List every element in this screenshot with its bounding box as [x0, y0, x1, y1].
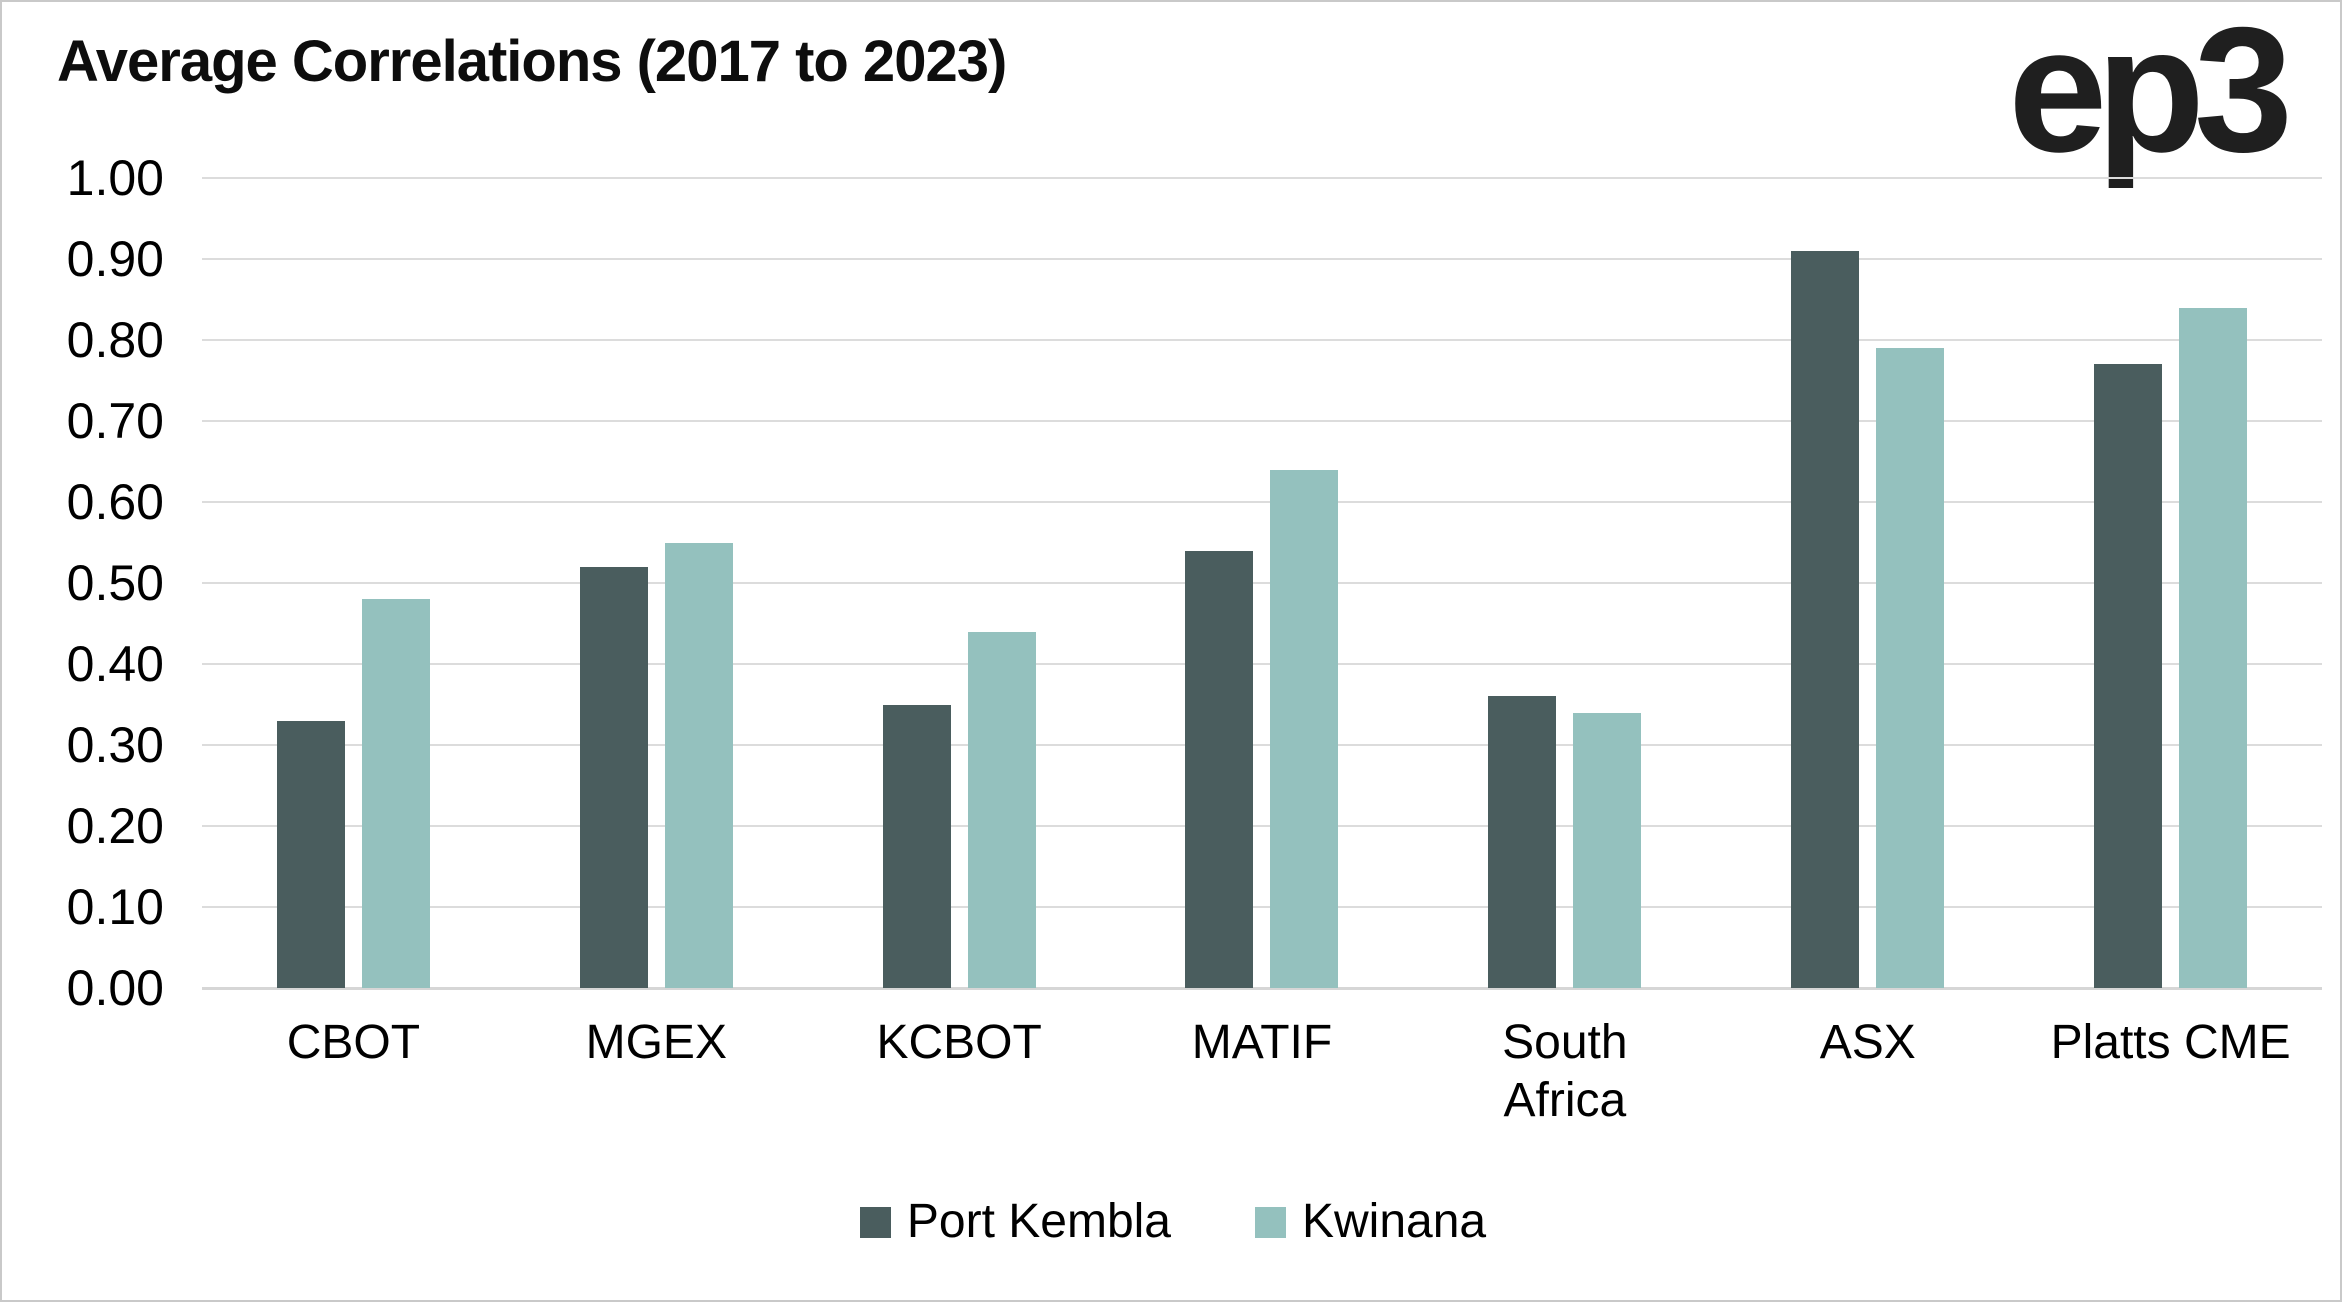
y-tick-label: 0.20 — [66, 798, 164, 854]
gridline — [202, 501, 2322, 503]
legend-swatch — [1255, 1206, 1286, 1238]
gridline — [202, 177, 2322, 179]
y-tick-label: 0.60 — [66, 474, 164, 530]
chart-title: Average Correlations (2017 to 2023) — [57, 29, 1007, 94]
y-tick-label: 0.70 — [66, 393, 164, 449]
x-axis-category-labels: CBOT MGEX KCBOT MATIF South Africa ASX Platts … — [202, 1014, 2322, 1130]
y-tick-label: 0.90 — [66, 231, 164, 287]
bar-kwinana — [1876, 348, 1945, 988]
y-tick-label: 0.00 — [66, 960, 164, 1016]
bar-group-platts-cme — [2019, 178, 2322, 988]
bar-port-kembla — [1488, 696, 1557, 988]
gridline — [202, 582, 2322, 584]
bar-kwinana — [2179, 307, 2248, 988]
legend-item-kwinana: Kwinana — [1255, 1194, 1486, 1250]
gridline — [202, 663, 2322, 665]
x-category-label: Platts CME — [2050, 1016, 2291, 1069]
ep3-logo: ep3 — [2008, 0, 2293, 189]
gridline — [202, 825, 2322, 827]
plot-area — [202, 177, 2322, 990]
bar-port-kembla — [2094, 364, 2163, 988]
x-category-label: CBOT — [286, 1016, 421, 1069]
bar-kwinana — [1270, 469, 1339, 988]
chart-legend: Port Kembla Kwinana — [2, 1194, 2340, 1250]
gridline — [202, 339, 2322, 341]
gridline — [202, 906, 2322, 908]
x-category-label: ASX — [1819, 1016, 1916, 1069]
gridline — [202, 744, 2322, 746]
bar-kwinana — [361, 599, 430, 988]
bar-group-matif — [1111, 178, 1414, 988]
legend-label: Kwinana — [1302, 1195, 1487, 1248]
legend-label: Port Kembla — [906, 1195, 1171, 1248]
bar-group-asx — [1716, 178, 2019, 988]
bar-kwinana — [664, 542, 733, 988]
bar-kwinana — [967, 631, 1036, 988]
legend-swatch — [859, 1206, 891, 1238]
bar-port-kembla — [579, 566, 648, 988]
bar-kwinana — [1573, 712, 1642, 988]
y-tick-label: 0.40 — [66, 636, 164, 692]
legend-item-port-kembla: Port Kembla — [859, 1194, 1171, 1250]
x-category-label: MGEX — [585, 1016, 727, 1069]
y-tick-label: 0.50 — [66, 555, 164, 611]
bar-group-cbot — [202, 178, 505, 988]
bar-group-kcbot — [808, 178, 1111, 988]
bar-group-south-africa — [1413, 178, 1716, 988]
y-tick-label: 0.30 — [66, 717, 164, 773]
bar-port-kembla — [276, 720, 345, 988]
bar-group-mgex — [505, 178, 808, 988]
x-category-label: South Africa — [1502, 1016, 1628, 1127]
x-axis-line — [202, 987, 2322, 990]
bar-port-kembla — [882, 704, 951, 988]
x-category-label: KCBOT — [876, 1016, 1042, 1069]
y-tick-label: 1.00 — [66, 150, 164, 206]
y-tick-label: 0.80 — [66, 312, 164, 368]
y-tick-label: 0.10 — [66, 879, 164, 935]
gridline — [202, 420, 2322, 422]
bar-port-kembla — [1791, 250, 1860, 988]
bar-port-kembla — [1185, 550, 1254, 988]
x-category-label: MATIF — [1191, 1016, 1333, 1069]
gridline — [202, 258, 2322, 260]
